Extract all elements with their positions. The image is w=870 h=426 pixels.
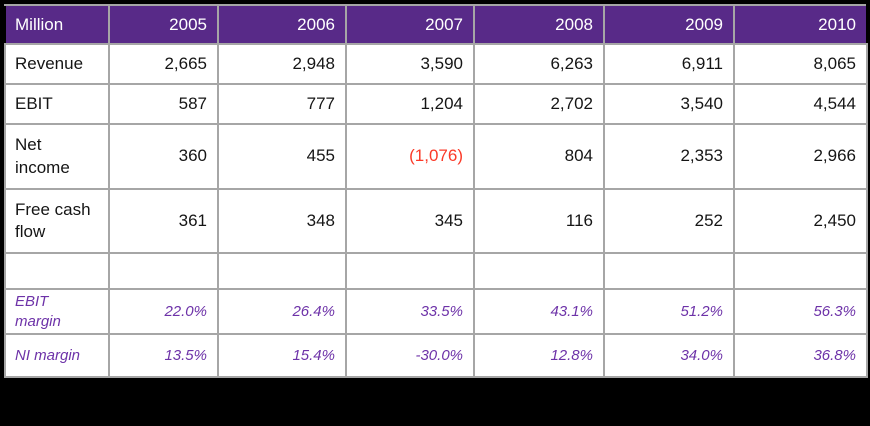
value-cell: 36.8% — [733, 333, 868, 378]
row-label-cell: EBIT — [4, 83, 110, 125]
value-cell: 51.2% — [603, 288, 735, 335]
year-header-cell: 2008 — [473, 4, 605, 45]
value-cell — [217, 252, 347, 290]
value-cell: 252 — [603, 188, 735, 254]
table-row: EBIT margin 22.0% 26.4% 33.5% 43.1% 51.2% 56.3… — [4, 288, 868, 335]
value-cell: 455 — [217, 123, 347, 190]
value-cell: 22.0% — [108, 288, 219, 335]
value-cell — [108, 252, 219, 290]
row-label-cell: Revenue — [4, 43, 110, 85]
value-cell: 2,966 — [733, 123, 868, 190]
value-cell: 15.4% — [217, 333, 347, 378]
value-cell: 345 — [345, 188, 475, 254]
value-cell: 6,263 — [473, 43, 605, 85]
value-cell: -30.0% — [345, 333, 475, 378]
year-header-cell: 2007 — [345, 4, 475, 45]
value-cell: 3,540 — [603, 83, 735, 125]
table-row: Revenue 2,665 2,948 3,590 6,263 6,911 8,065 — [4, 43, 868, 85]
table-row: Net income 360 455 (1,076) 804 2,353 2,966 — [4, 123, 868, 190]
value-cell: 33.5% — [345, 288, 475, 335]
value-cell: (1,076) — [345, 123, 475, 190]
value-cell: 2,450 — [733, 188, 868, 254]
row-label-cell: Net income — [4, 123, 110, 190]
value-cell: 2,353 — [603, 123, 735, 190]
year-header-cell: 2005 — [108, 4, 219, 45]
value-cell: 34.0% — [603, 333, 735, 378]
table-row: EBIT 587 777 1,204 2,702 3,540 4,544 — [4, 83, 868, 125]
value-cell: 361 — [108, 188, 219, 254]
value-cell: 12.8% — [473, 333, 605, 378]
value-cell: 2,665 — [108, 43, 219, 85]
value-cell: 4,544 — [733, 83, 868, 125]
row-label-cell: NI margin — [4, 333, 110, 378]
value-cell: 1,204 — [345, 83, 475, 125]
value-cell: 26.4% — [217, 288, 347, 335]
value-cell: 348 — [217, 188, 347, 254]
table-header: Million 2005 2006 2007 2008 2009 2010 — [4, 4, 868, 45]
row-label-cell: EBIT margin — [4, 288, 110, 335]
value-cell: 2,948 — [217, 43, 347, 85]
value-cell: 804 — [473, 123, 605, 190]
value-cell: 43.1% — [473, 288, 605, 335]
financial-table: Million 2005 2006 2007 2008 2009 2010 Revenue… — [4, 4, 868, 378]
header-row: Million 2005 2006 2007 2008 2009 2010 — [4, 4, 868, 45]
value-cell: 6,911 — [603, 43, 735, 85]
value-cell — [345, 252, 475, 290]
value-cell: 3,590 — [345, 43, 475, 85]
value-cell: 777 — [217, 83, 347, 125]
value-cell: 587 — [108, 83, 219, 125]
year-header-cell: 2010 — [733, 4, 868, 45]
unit-label-cell: Million — [4, 4, 110, 45]
value-cell: 56.3% — [733, 288, 868, 335]
value-cell — [473, 252, 605, 290]
value-cell — [603, 252, 735, 290]
row-label-cell: Free cash flow — [4, 188, 110, 254]
value-cell: 2,702 — [473, 83, 605, 125]
value-cell: 360 — [108, 123, 219, 190]
value-cell: 8,065 — [733, 43, 868, 85]
value-cell: 13.5% — [108, 333, 219, 378]
table-row: Free cash flow 361 348 345 116 252 2,450 — [4, 188, 868, 254]
table-body: Revenue 2,665 2,948 3,590 6,263 6,911 8,065 EBI… — [4, 43, 868, 378]
value-cell: 116 — [473, 188, 605, 254]
value-cell — [733, 252, 868, 290]
year-header-cell: 2009 — [603, 4, 735, 45]
row-label-cell — [4, 252, 110, 290]
year-header-cell: 2006 — [217, 4, 347, 45]
table-row: NI margin 13.5% 15.4% -30.0% 12.8% 34.0% 36.8% — [4, 333, 868, 378]
spacer-row — [4, 252, 868, 290]
